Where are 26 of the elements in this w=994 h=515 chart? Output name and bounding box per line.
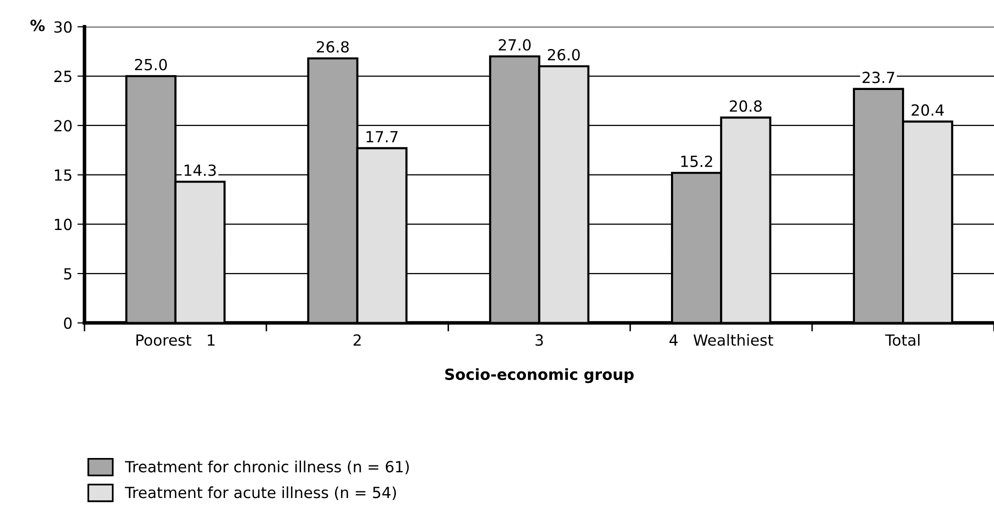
data-label: 14.3	[184, 164, 216, 176]
y-tick-label: 15	[54, 170, 72, 181]
y-tick-label: 20	[54, 120, 72, 132]
x-tick-label: Poorest 1	[136, 334, 214, 346]
y-tick-label: 25	[54, 70, 72, 82]
x-tick-label: 2	[354, 334, 361, 346]
x-axis-title: Socio-economic group	[445, 368, 634, 384]
data-label: 27.0	[498, 39, 531, 51]
data-label: 26.0	[548, 48, 580, 61]
y-axis-title: %	[30, 20, 45, 32]
y-tick-label: 0	[64, 317, 72, 329]
legend-label: Treatment for chronic illness (n = 61)	[124, 460, 409, 474]
y-tick-label: 5	[64, 268, 72, 280]
y-tick-label: 10	[54, 218, 72, 230]
data-label: 17.7	[366, 131, 398, 142]
data-label: 20.8	[730, 100, 762, 112]
data-label: 23.7	[862, 72, 894, 84]
data-label: 25.0	[134, 58, 167, 70]
data-label: 20.4	[912, 104, 944, 116]
x-tick-label: Total	[885, 334, 920, 346]
y-tick-label: 30	[54, 21, 72, 33]
x-tick-label: 3	[536, 334, 543, 346]
x-tick-label: 4 Wealthiest	[670, 334, 774, 346]
legend-label: Treatment for acute illness (n = 54)	[124, 486, 396, 500]
data-label: 15.2	[681, 156, 712, 168]
data-label: 26.8	[316, 41, 349, 53]
